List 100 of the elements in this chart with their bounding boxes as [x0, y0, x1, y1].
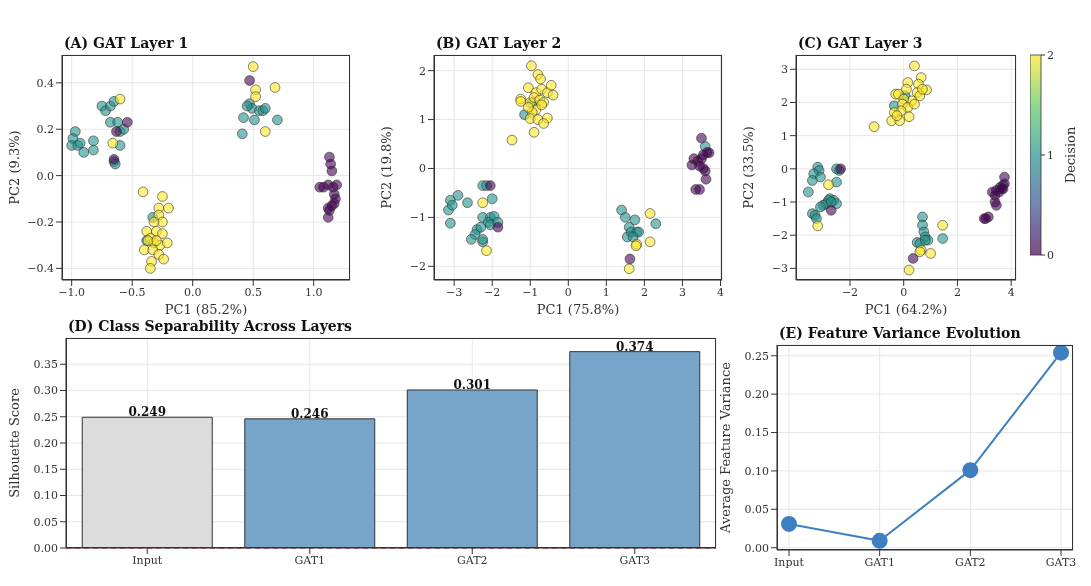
point [700, 174, 712, 185]
point [627, 231, 639, 243]
y-tick-label: −0.4 [27, 262, 54, 276]
point [238, 112, 249, 123]
point [237, 128, 248, 140]
y-tick-label: 0.15 [33, 463, 58, 477]
data-label: 0.246 [290, 406, 329, 421]
point [163, 202, 174, 214]
y-tick-label: −0.2 [27, 215, 54, 229]
y-tick-label: 0.0 [36, 169, 54, 183]
point [525, 113, 536, 124]
point [871, 532, 888, 549]
color-bar-label: 2 [1047, 49, 1054, 62]
point [917, 211, 928, 223]
point [901, 84, 912, 95]
point [157, 216, 168, 228]
chart-title: (D) Class Separability Across Layers [68, 318, 352, 335]
x-tick-label: GAT1 [294, 553, 325, 567]
y-tick-label: 0.25 [744, 349, 769, 363]
point [644, 236, 656, 248]
x-tick-label: 4 [716, 285, 724, 299]
point [447, 199, 458, 211]
x-tick-label: 3 [678, 285, 686, 299]
point [917, 84, 928, 95]
y-tick-label: 0 [781, 162, 788, 176]
x-tick-label: Input [132, 553, 163, 567]
y-tick-label: 2 [781, 96, 788, 110]
x-tick-label: −1.0 [58, 285, 86, 299]
x-tick-label: −2 [484, 285, 501, 299]
point [815, 171, 826, 183]
x-axis-title: PC1 (75.8%) [536, 302, 620, 317]
x-tick-label: −1 [522, 285, 539, 299]
y-tick-label: 0.30 [33, 384, 58, 398]
point [114, 140, 126, 151]
point [88, 135, 99, 146]
point [535, 73, 546, 85]
y-axis-title: PC2 (33.5%) [740, 126, 756, 209]
point [620, 212, 631, 223]
x-tick-label: GAT2 [955, 555, 986, 569]
point [523, 102, 534, 113]
point [962, 462, 979, 479]
color-bar-label: 0 [1047, 249, 1054, 262]
point [157, 228, 168, 239]
point [475, 222, 486, 233]
y-tick-label: 1 [419, 113, 426, 127]
x-tick-label: 0 [900, 285, 908, 299]
point [623, 263, 635, 274]
point [260, 126, 271, 137]
y-tick-label: −2 [771, 229, 788, 243]
x-tick-label: Input [774, 555, 805, 569]
x-tick-label: 2 [640, 285, 648, 299]
y-tick-label: −2 [409, 260, 426, 274]
point [545, 80, 557, 91]
point [137, 186, 149, 198]
y-axis-title: PC2 (9.3%) [6, 130, 22, 205]
y-axis-title: Silhouette Score [6, 387, 22, 498]
x-tick-label: 1.0 [304, 285, 323, 299]
point [477, 197, 488, 208]
point [506, 134, 518, 146]
color-bar-title: Decision [1063, 126, 1078, 184]
x-axis-title: PC1 (85.2%) [164, 302, 248, 317]
point [909, 60, 920, 72]
point [148, 216, 160, 228]
point [616, 204, 627, 216]
y-tick-label: 0 [419, 162, 426, 176]
data-label: 0.249 [128, 405, 167, 420]
point [696, 153, 707, 164]
point [272, 114, 283, 126]
point [903, 111, 915, 122]
x-tick-label: GAT3 [619, 553, 650, 567]
point [145, 263, 156, 274]
chart-title: (E) Feature Variance Evolution [779, 325, 1021, 342]
x-tick-label: 2 [953, 285, 961, 299]
chart-title: (B) GAT Layer 2 [436, 35, 562, 52]
y-axis-title: Average Feature Variance [717, 361, 733, 534]
point [694, 184, 705, 195]
point [250, 91, 261, 102]
x-axis-title: PC1 (64.2%) [864, 302, 948, 317]
y-axis-title: PC2 (19.8%) [378, 126, 394, 209]
y-tick-label: 0.20 [33, 436, 58, 450]
point [812, 220, 823, 232]
point [462, 197, 473, 208]
point [248, 61, 259, 72]
y-tick-label: 0.10 [744, 464, 769, 478]
y-tick-label: 3 [781, 63, 788, 77]
point [868, 121, 880, 132]
point [111, 126, 122, 137]
y-tick-label: 0.35 [33, 358, 58, 372]
y-tick-label: −1 [409, 211, 426, 225]
point [644, 208, 656, 219]
point [547, 89, 559, 101]
point [528, 127, 540, 138]
y-tick-label: 2 [419, 64, 426, 78]
y-tick-label: 0.20 [744, 388, 769, 402]
point [781, 515, 797, 532]
point [629, 214, 641, 226]
point [492, 222, 504, 233]
point [78, 147, 89, 158]
y-tick-label: 1 [781, 129, 788, 143]
y-tick-label: 0.00 [744, 541, 769, 555]
